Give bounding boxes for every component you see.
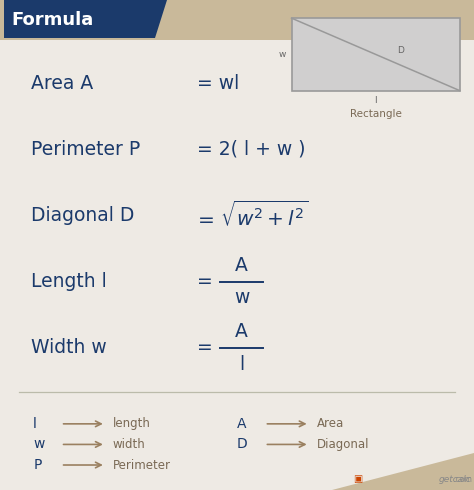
Text: getcalc: getcalc xyxy=(439,475,472,484)
Text: Width w: Width w xyxy=(31,339,107,357)
Text: Diagonal D: Diagonal D xyxy=(31,206,134,225)
Polygon shape xyxy=(155,0,167,38)
Text: A: A xyxy=(235,322,248,341)
Text: A: A xyxy=(237,417,246,431)
Text: Area A: Area A xyxy=(31,74,93,93)
Text: Formula: Formula xyxy=(12,11,94,29)
Text: = $\sqrt{w^2 + l^2}$: = $\sqrt{w^2 + l^2}$ xyxy=(197,200,309,231)
Bar xyxy=(4,0,155,38)
Text: A: A xyxy=(235,256,248,275)
Text: = wl: = wl xyxy=(197,74,239,93)
Text: Perimeter P: Perimeter P xyxy=(31,140,140,159)
Text: Length l: Length l xyxy=(31,272,107,291)
Text: P: P xyxy=(33,458,42,472)
Bar xyxy=(0,0,474,40)
Text: D: D xyxy=(397,46,404,55)
Text: length: length xyxy=(113,417,151,430)
Text: Rectangle: Rectangle xyxy=(350,109,401,119)
Text: D: D xyxy=(237,438,248,451)
Text: l: l xyxy=(374,96,377,104)
Text: =: = xyxy=(197,272,212,291)
Text: w: w xyxy=(33,438,45,451)
Text: Diagonal: Diagonal xyxy=(317,438,369,451)
Text: = 2( l + w ): = 2( l + w ) xyxy=(197,140,305,159)
Text: ▣: ▣ xyxy=(353,474,363,484)
Text: l: l xyxy=(33,417,37,431)
Bar xyxy=(292,18,460,91)
Text: Area: Area xyxy=(317,417,344,430)
Text: w: w xyxy=(278,50,286,59)
Text: l: l xyxy=(239,355,244,373)
Text: .com: .com xyxy=(432,475,472,484)
Text: =: = xyxy=(197,339,212,357)
Text: Perimeter: Perimeter xyxy=(113,459,171,471)
Text: width: width xyxy=(113,438,146,451)
Text: w: w xyxy=(234,289,249,307)
Polygon shape xyxy=(332,453,474,490)
